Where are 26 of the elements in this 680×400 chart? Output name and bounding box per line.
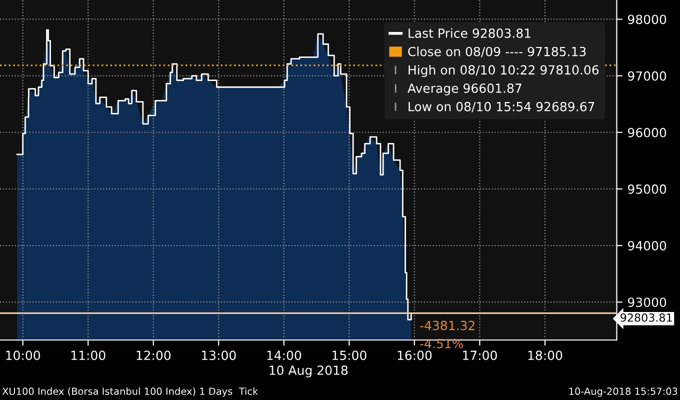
legend-label: Close on 08/09 ---- 97185.13 bbox=[408, 46, 586, 58]
legend-label: Last Price 92803.81 bbox=[408, 28, 530, 38]
y-tick-label: 95000 bbox=[628, 184, 666, 194]
x-tick-label: 10:00 bbox=[6, 350, 40, 360]
text: XU100 Index (Borsa Istanbul 100 Index) 1 Days Tick bbox=[2, 387, 258, 397]
x-tick-label: 14:00 bbox=[267, 350, 302, 360]
y-tick-label: 93000 bbox=[628, 298, 666, 308]
annotation: -4.51% bbox=[420, 338, 464, 348]
text: 10-Aug-2018 15:57:03 bbox=[569, 388, 678, 397]
x-tick-label: 15:00 bbox=[332, 350, 366, 360]
y-tick-label: 98000 bbox=[628, 14, 666, 24]
x-axis-title: 10 Aug 2018 bbox=[270, 366, 348, 378]
ref-line-label: 92803.81 bbox=[620, 313, 672, 322]
annotation: High on 08/10 10:22 97810.06 bbox=[408, 64, 599, 78]
x-tick-label: 11:00 bbox=[71, 350, 106, 360]
annotation: Average 96601.87 bbox=[408, 84, 522, 96]
x-tick-label: 16:00 bbox=[398, 350, 432, 360]
y-tick-label: 94000 bbox=[628, 240, 666, 250]
x-tick-label: 17:00 bbox=[463, 350, 497, 360]
annotation: Low on 08/10 15:54 92689.67 bbox=[408, 102, 594, 112]
annotation: -4381.32 bbox=[420, 320, 474, 330]
y-tick-label: 96000 bbox=[628, 128, 666, 138]
x-tick-label: 12:00 bbox=[136, 350, 171, 360]
x-tick-label: 13:00 bbox=[202, 350, 236, 360]
x-tick-label: 18:00 bbox=[528, 350, 562, 360]
y-tick-label: 97000 bbox=[628, 71, 666, 81]
